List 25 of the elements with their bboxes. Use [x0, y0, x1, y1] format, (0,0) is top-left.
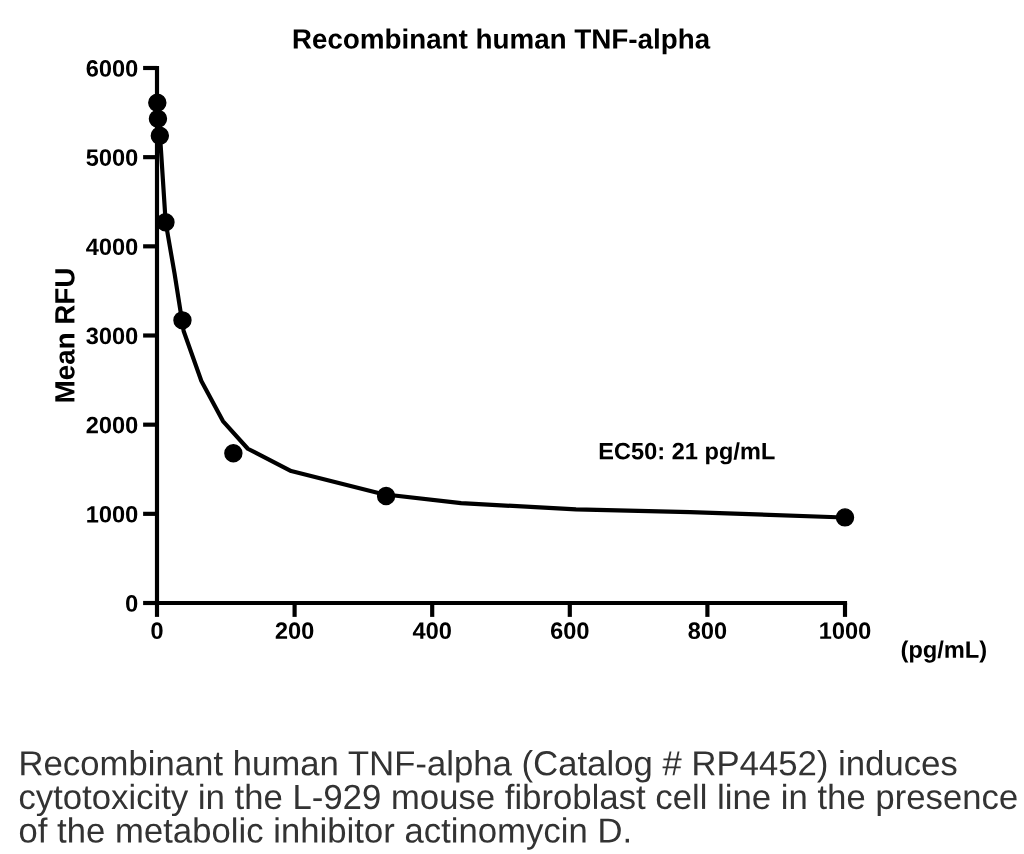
x-tick-label: 600 — [550, 622, 589, 640]
y-tick-label: 4000 — [86, 238, 138, 256]
point — [376, 486, 396, 506]
point — [173, 311, 192, 330]
y-tick-label: 0 — [126, 595, 138, 612]
y-tick-label: 1000 — [87, 505, 138, 523]
x-tick-label: 0 — [151, 622, 163, 640]
x-axis-title: (pg/mL) — [901, 640, 986, 663]
y-tick-label: 2000 — [86, 416, 138, 434]
y-axis-title: Mean RFU — [55, 269, 75, 402]
point — [148, 93, 167, 112]
chart-title: Recombinant human TNF-alpha — [293, 28, 711, 55]
y-tick-label: 5000 — [86, 149, 138, 166]
x-tick-label: 400 — [412, 622, 451, 640]
y-tick-label: 6000 — [86, 60, 138, 77]
point — [835, 508, 855, 527]
x-tick-label: 800 — [688, 622, 727, 640]
y-tick-label: 3000 — [86, 327, 138, 345]
point — [150, 126, 170, 145]
point — [224, 443, 243, 463]
point — [148, 109, 168, 129]
annotation: EC50: 21 pg/mL — [599, 442, 775, 465]
x-tick-label: 1000 — [820, 622, 871, 640]
x-tick-label: 200 — [275, 622, 314, 640]
text: Recombinant human TNF-alpha (Catalog # RP4452) induces cytotoxicity in the L-929 mouse fibroblast cell line in the presence of the metabolic inhibitor actinomycin D. — [19, 750, 1017, 850]
